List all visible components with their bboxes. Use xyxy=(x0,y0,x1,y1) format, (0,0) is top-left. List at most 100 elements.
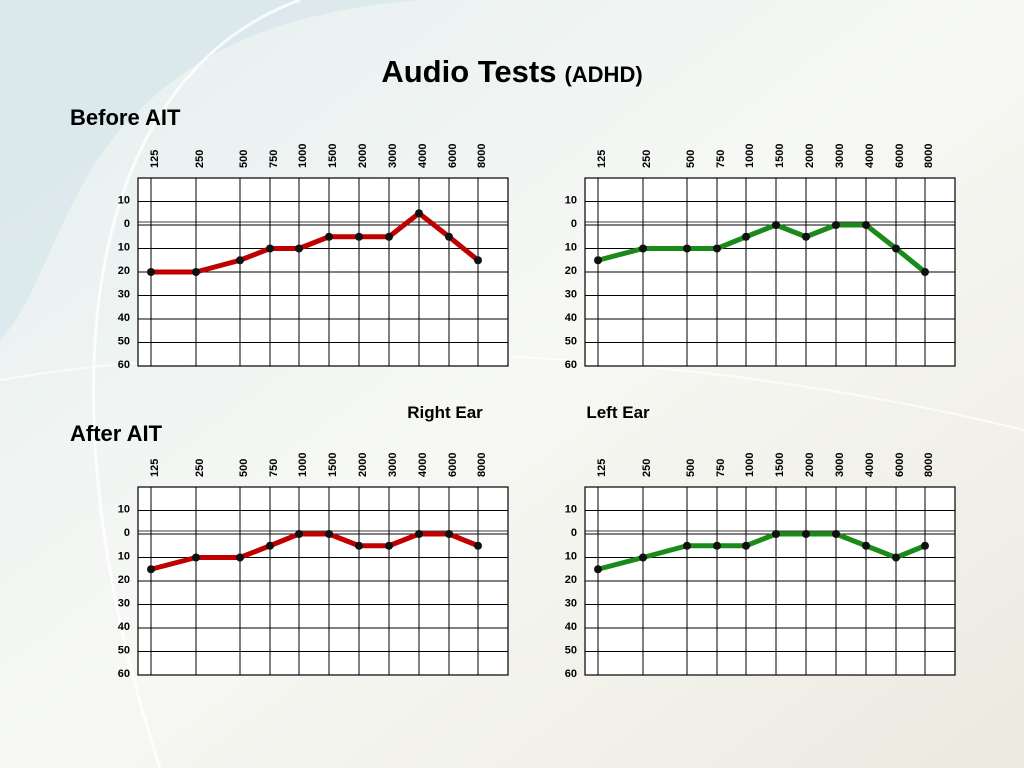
x-tick-label: 6000 xyxy=(894,144,906,168)
x-tick-label: 750 xyxy=(715,459,727,477)
title-main: Audio Tests xyxy=(381,54,556,89)
y-tick-label: 10 xyxy=(118,550,130,562)
x-tick-label: 1500 xyxy=(327,144,339,168)
data-point xyxy=(192,553,200,562)
audiogram: 125 250 500 750 1000 1500 2000 3000 4000 6000 8000… xyxy=(118,144,509,371)
data-point xyxy=(325,232,333,241)
y-tick-label: 60 xyxy=(118,359,130,371)
y-tick-label: 0 xyxy=(124,218,130,230)
audiogram: 125 250 500 750 1000 1500 2000 3000 4000 6000 8000… xyxy=(565,144,956,371)
data-point xyxy=(295,530,303,538)
data-point xyxy=(236,553,244,562)
x-tick-label: 750 xyxy=(268,150,280,168)
y-tick-label: 60 xyxy=(118,668,130,680)
y-tick-label: 30 xyxy=(565,597,577,609)
y-tick-label: 40 xyxy=(118,621,130,633)
x-tick-label: 1000 xyxy=(744,453,756,477)
x-tick-label: 125 xyxy=(596,459,608,477)
x-tick-label: 500 xyxy=(685,150,697,168)
y-tick-label: 10 xyxy=(118,194,130,206)
x-tick-label: 1000 xyxy=(297,144,309,168)
x-tick-label: 1500 xyxy=(774,144,786,168)
x-tick-label: 250 xyxy=(194,459,206,477)
data-point xyxy=(192,268,200,276)
y-tick-label: 20 xyxy=(118,574,130,586)
data-point xyxy=(832,221,840,229)
y-tick-label: 10 xyxy=(565,241,577,253)
y-tick-label: 0 xyxy=(571,218,577,230)
data-point xyxy=(445,530,453,538)
data-point xyxy=(415,209,423,218)
x-tick-label: 125 xyxy=(149,459,161,477)
data-point xyxy=(742,541,750,550)
data-point xyxy=(474,256,482,265)
x-tick-label: 6000 xyxy=(894,453,906,477)
y-tick-label: 50 xyxy=(565,335,577,347)
x-tick-label: 3000 xyxy=(834,453,846,477)
data-point xyxy=(892,553,900,562)
data-point xyxy=(594,256,602,265)
x-tick-label: 250 xyxy=(194,150,206,168)
data-point xyxy=(594,565,602,574)
legend-entry: Right Ear xyxy=(407,403,483,422)
x-tick-label: 2000 xyxy=(357,453,369,477)
data-point xyxy=(325,530,333,538)
data-point xyxy=(892,244,900,253)
x-tick-label: 6000 xyxy=(447,453,459,477)
y-tick-label: 20 xyxy=(565,574,577,586)
title-sub: (ADHD) xyxy=(564,62,642,87)
x-tick-label: 8000 xyxy=(923,144,935,168)
data-point xyxy=(713,541,721,550)
x-tick-label: 2000 xyxy=(804,144,816,168)
y-tick-label: 10 xyxy=(565,503,577,515)
y-tick-label: 40 xyxy=(118,312,130,324)
audiogram: 125 250 500 750 1000 1500 2000 3000 4000 6000 8000… xyxy=(118,453,509,680)
x-tick-label: 750 xyxy=(715,150,727,168)
data-point xyxy=(683,541,691,550)
decor-arc xyxy=(0,0,420,340)
y-tick-label: 20 xyxy=(118,265,130,277)
data-point xyxy=(683,244,691,253)
data-point xyxy=(355,232,363,241)
x-tick-label: 1000 xyxy=(744,144,756,168)
y-tick-label: 50 xyxy=(565,644,577,656)
y-tick-label: 10 xyxy=(565,194,577,206)
y-tick-label: 30 xyxy=(565,288,577,300)
x-tick-label: 250 xyxy=(641,459,653,477)
y-tick-label: 10 xyxy=(118,503,130,515)
x-tick-label: 2000 xyxy=(804,453,816,477)
x-tick-label: 500 xyxy=(238,459,250,477)
data-point xyxy=(415,530,423,538)
x-tick-label: 500 xyxy=(685,459,697,477)
x-tick-label: 8000 xyxy=(923,453,935,477)
data-point xyxy=(802,232,810,241)
x-tick-label: 3000 xyxy=(387,453,399,477)
y-tick-label: 40 xyxy=(565,312,577,324)
y-tick-label: 60 xyxy=(565,359,577,371)
data-point xyxy=(266,244,274,253)
x-tick-label: 3000 xyxy=(387,144,399,168)
data-point xyxy=(921,268,929,276)
x-tick-label: 1000 xyxy=(297,453,309,477)
data-point xyxy=(639,553,647,562)
data-point xyxy=(445,232,453,241)
y-tick-label: 30 xyxy=(118,288,130,300)
x-tick-label: 8000 xyxy=(476,453,488,477)
x-tick-label: 4000 xyxy=(417,144,429,168)
data-point xyxy=(385,541,393,550)
title: Audio Tests (ADHD) xyxy=(381,54,642,89)
y-tick-label: 10 xyxy=(118,241,130,253)
data-point xyxy=(266,541,274,550)
data-point xyxy=(639,244,647,253)
data-point xyxy=(713,244,721,253)
data-point xyxy=(772,530,780,538)
x-tick-label: 750 xyxy=(268,459,280,477)
data-point xyxy=(921,541,929,550)
x-tick-label: 250 xyxy=(641,150,653,168)
y-tick-label: 60 xyxy=(565,668,577,680)
x-tick-label: 8000 xyxy=(476,144,488,168)
x-tick-label: 4000 xyxy=(864,453,876,477)
data-point xyxy=(802,530,810,538)
data-point xyxy=(862,541,870,550)
